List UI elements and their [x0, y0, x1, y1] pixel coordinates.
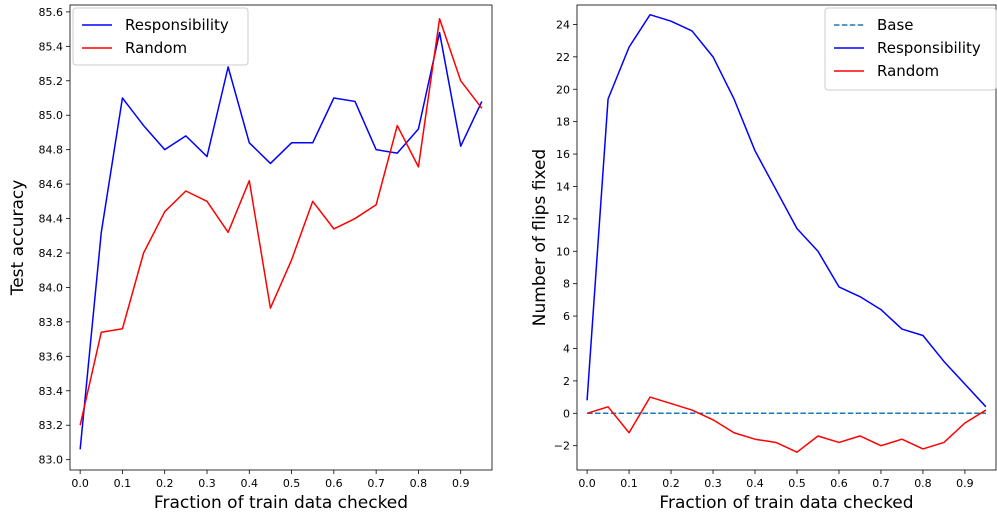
- x-tick-label: 0.9: [956, 477, 974, 490]
- x-tick-label: 0.2: [662, 477, 680, 490]
- x-tick-label: 0.7: [367, 477, 385, 490]
- y-tick-label: 16: [556, 148, 570, 161]
- y-tick-label: 22: [556, 51, 570, 64]
- y-tick-label: 8: [563, 278, 570, 291]
- series-line-random: [586, 396, 987, 453]
- legend: Responsibility Random: [72, 7, 249, 66]
- legend-box: [824, 7, 997, 91]
- series-line-random: [79, 18, 483, 426]
- x-tick-label: 0.8: [914, 477, 932, 490]
- x-tick-label: 0.1: [114, 477, 132, 490]
- y-tick-label: 85.4: [39, 40, 64, 53]
- y-tick-label: 83.4: [39, 385, 64, 398]
- x-tick-label: 0.5: [788, 477, 806, 490]
- x-tick-label: 0.3: [704, 477, 722, 490]
- y-tick-label: 85.0: [39, 109, 64, 122]
- x-tick-label: 0.8: [410, 477, 428, 490]
- y-tick-label: 85.6: [39, 6, 64, 19]
- y-tick-label: 0: [563, 407, 570, 420]
- legend: Base Responsibility Random: [824, 7, 997, 91]
- plot-lines: [586, 13, 987, 453]
- plot-lines: [79, 18, 483, 450]
- y-tick-label: 84.0: [39, 281, 64, 294]
- y-tick-label: 6: [563, 310, 570, 323]
- legend-label-random: Random: [877, 62, 939, 80]
- y-tick-label: 10: [556, 245, 570, 258]
- y-tick-label: 83.8: [39, 316, 64, 329]
- x-tick-label: 0.4: [241, 477, 259, 490]
- x-tick-label: 0.9: [452, 477, 470, 490]
- series-line-responsibility: [79, 31, 483, 450]
- x-tick-label: 0.6: [325, 477, 343, 490]
- x-tick-label: 0.2: [156, 477, 174, 490]
- legend-label-random: Random: [125, 39, 187, 57]
- x-tick-label: 0.5: [283, 477, 301, 490]
- y-tick-label: 84.8: [39, 144, 64, 157]
- plot-frame: [69, 4, 493, 471]
- y-tick-label: 4: [563, 342, 570, 355]
- y-tick-label: 84.4: [39, 213, 64, 226]
- x-tick-label: 0.4: [746, 477, 764, 490]
- x-tick-label: 0.0: [578, 477, 596, 490]
- y-tick-label: −2: [554, 440, 570, 453]
- y-tick-label: 83.6: [39, 350, 64, 363]
- y-tick-label: 20: [556, 83, 570, 96]
- y-tick-label: 2: [563, 375, 570, 388]
- y-tick-label: 12: [556, 213, 570, 226]
- y-tick-label: 84.6: [39, 178, 64, 191]
- x-tick-label: 0.1: [620, 477, 638, 490]
- legend-label-responsibility: Responsibility: [125, 16, 229, 34]
- x-axis-label: Fraction of train data checked: [154, 493, 408, 513]
- flips-fixed-chart: 0.0 0.1 0.2 0.3 0.4 0.5 0.6 0.7 0.8 0.9−202468101…: [530, 4, 997, 513]
- x-tick-label: 0.3: [198, 477, 216, 490]
- x-tick-label: 0.6: [830, 477, 848, 490]
- legend-label-base: Base: [877, 16, 914, 34]
- y-axis-label: Number of flips fixed: [530, 149, 550, 326]
- plot-frame: [576, 4, 997, 471]
- series-line-responsibility: [586, 13, 987, 408]
- x-axis-label: Fraction of train data checked: [659, 493, 913, 513]
- accuracy-chart: 0.0 0.1 0.2 0.3 0.4 0.5 0.6 0.7 0.8 0.9 83.0 83.2 83…: [8, 4, 493, 513]
- y-tick-label: 84.2: [39, 247, 64, 260]
- y-tick-label: 14: [556, 180, 570, 193]
- y-tick-label: 85.2: [39, 75, 64, 88]
- y-tick-label: 83.2: [39, 419, 64, 432]
- x-tick-label: 0.0: [71, 477, 89, 490]
- y-tick-label: 24: [556, 18, 570, 31]
- y-axis-label: Test accuracy: [8, 180, 28, 297]
- legend-box: [72, 7, 249, 66]
- legend-label-responsibility: Responsibility: [877, 39, 981, 57]
- x-tick-label: 0.7: [872, 477, 890, 490]
- y-tick-label: 18: [556, 116, 570, 129]
- y-tick-label: 83.0: [39, 454, 64, 467]
